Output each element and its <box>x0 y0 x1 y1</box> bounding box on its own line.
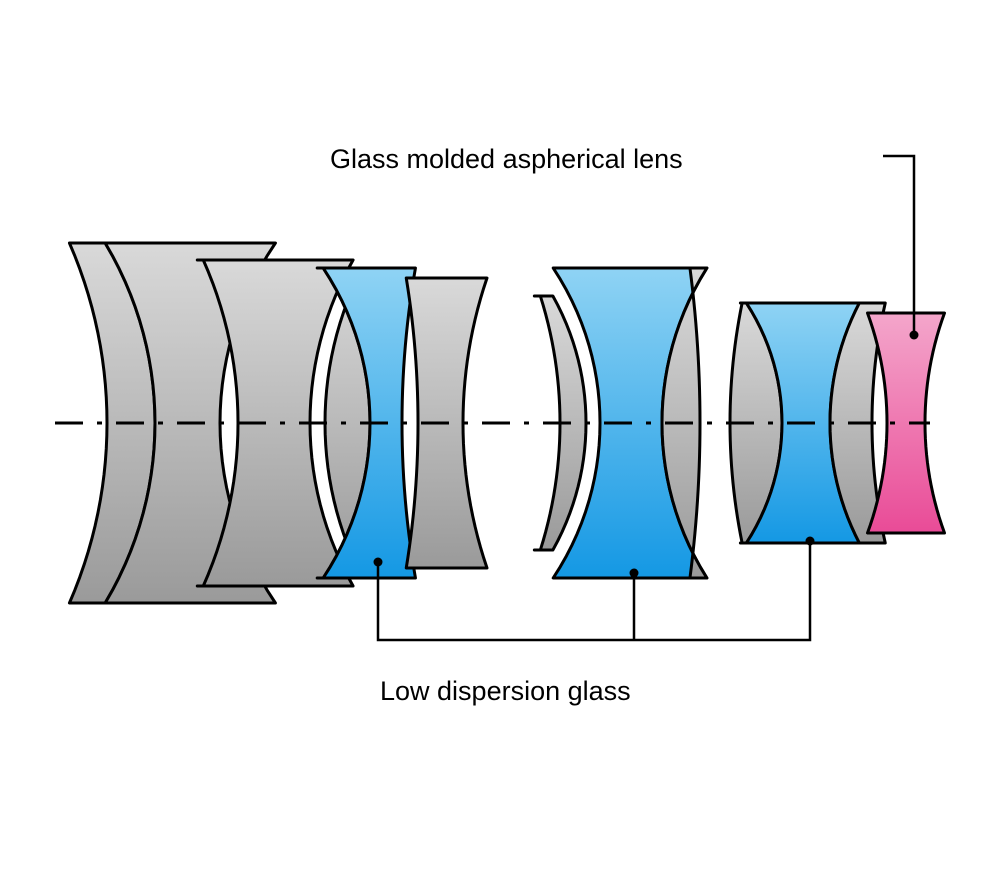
low-dispersion-label: Low dispersion glass <box>380 676 631 706</box>
leader-dot <box>630 569 639 578</box>
aspherical-label: Glass molded aspherical lens <box>330 144 683 174</box>
leader-dot <box>806 537 815 546</box>
lens-diagram: Glass molded aspherical lens Low dispers… <box>0 0 1000 875</box>
leader-dot <box>374 558 383 567</box>
leader-dot <box>910 331 919 340</box>
leader-line <box>883 156 914 335</box>
lens-element-e13 <box>867 313 944 533</box>
